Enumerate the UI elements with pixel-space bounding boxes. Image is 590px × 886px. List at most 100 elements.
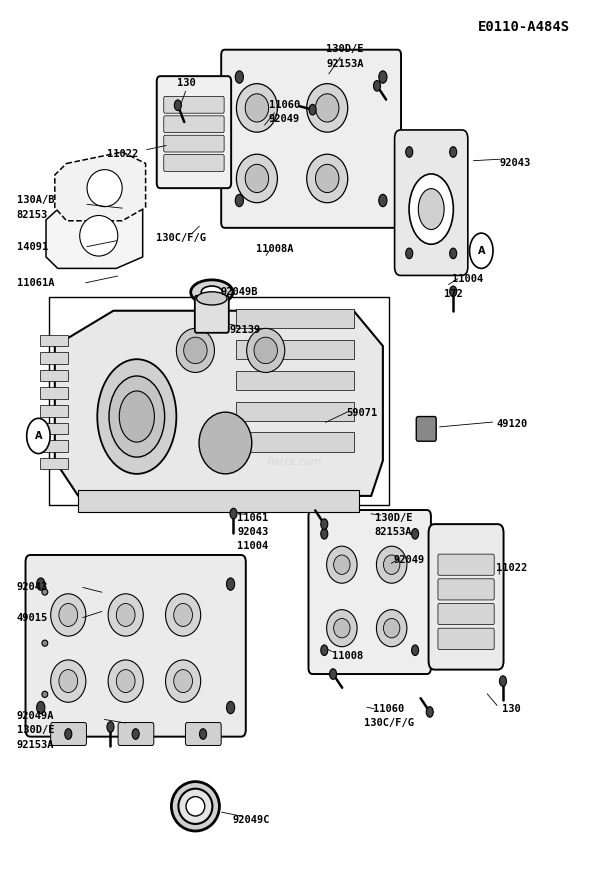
FancyBboxPatch shape [309, 510, 431, 674]
Ellipse shape [176, 329, 214, 372]
FancyBboxPatch shape [438, 603, 494, 625]
Circle shape [379, 194, 387, 206]
FancyBboxPatch shape [164, 136, 224, 152]
Ellipse shape [327, 610, 357, 647]
Text: 92049: 92049 [269, 114, 300, 124]
Polygon shape [55, 152, 146, 221]
Bar [237, 432, 353, 452]
Circle shape [426, 707, 433, 718]
Bar [40, 352, 68, 363]
Ellipse shape [116, 603, 135, 626]
Ellipse shape [245, 94, 268, 122]
Text: 130: 130 [177, 78, 196, 89]
Ellipse shape [42, 589, 48, 595]
Ellipse shape [334, 618, 350, 638]
Ellipse shape [171, 781, 219, 831]
FancyBboxPatch shape [164, 155, 224, 171]
Ellipse shape [119, 391, 155, 442]
FancyBboxPatch shape [438, 554, 494, 575]
Circle shape [406, 147, 413, 158]
Polygon shape [46, 198, 143, 268]
Bar [40, 458, 68, 470]
Ellipse shape [409, 174, 453, 245]
Bar [40, 405, 68, 416]
Circle shape [321, 529, 328, 539]
FancyBboxPatch shape [438, 628, 494, 649]
Text: 130D/E: 130D/E [375, 513, 412, 523]
Circle shape [470, 233, 493, 268]
Ellipse shape [59, 670, 78, 693]
Ellipse shape [183, 338, 207, 363]
Bar [78, 490, 359, 512]
FancyBboxPatch shape [164, 97, 224, 113]
Text: 11061A: 11061A [17, 278, 54, 288]
FancyBboxPatch shape [118, 723, 154, 745]
Text: 82153: 82153 [17, 210, 48, 220]
Ellipse shape [196, 291, 227, 305]
Circle shape [450, 248, 457, 259]
Ellipse shape [384, 555, 400, 574]
Ellipse shape [116, 670, 135, 693]
FancyBboxPatch shape [428, 525, 503, 670]
Text: 92153A: 92153A [326, 58, 363, 69]
Circle shape [27, 418, 50, 454]
Circle shape [373, 81, 381, 91]
Bar [49, 298, 389, 505]
Circle shape [330, 669, 336, 680]
Text: 82153A: 82153A [375, 527, 412, 537]
Bar [237, 370, 353, 390]
Bar [40, 423, 68, 434]
Circle shape [199, 728, 206, 739]
Text: 14091: 14091 [17, 242, 48, 253]
Circle shape [235, 194, 244, 206]
FancyBboxPatch shape [195, 296, 229, 333]
Ellipse shape [173, 603, 192, 626]
Circle shape [107, 722, 114, 732]
Circle shape [227, 702, 235, 714]
Text: 130D/E: 130D/E [17, 726, 54, 735]
FancyBboxPatch shape [157, 76, 231, 188]
Circle shape [174, 100, 181, 111]
Polygon shape [55, 311, 383, 496]
Ellipse shape [186, 797, 205, 816]
Text: A: A [35, 431, 42, 441]
Circle shape [65, 728, 72, 739]
Ellipse shape [384, 618, 400, 638]
FancyBboxPatch shape [438, 579, 494, 600]
Text: 92049B: 92049B [221, 287, 258, 297]
Ellipse shape [178, 789, 212, 824]
Text: 92153A: 92153A [17, 740, 54, 750]
Ellipse shape [80, 215, 118, 256]
Text: 130C/F/G: 130C/F/G [363, 719, 414, 728]
Bar [40, 369, 68, 381]
Text: 92049: 92049 [394, 556, 425, 565]
Text: 11022: 11022 [496, 563, 527, 573]
Ellipse shape [109, 376, 165, 457]
FancyBboxPatch shape [25, 555, 246, 736]
Ellipse shape [376, 610, 407, 647]
Text: 172: 172 [444, 289, 463, 299]
Bar [40, 440, 68, 452]
Circle shape [309, 105, 316, 115]
Ellipse shape [191, 280, 233, 305]
Text: 11008: 11008 [332, 651, 363, 662]
Circle shape [500, 676, 506, 687]
Circle shape [412, 645, 419, 656]
Circle shape [321, 645, 328, 656]
Text: 92049A: 92049A [17, 711, 54, 721]
FancyBboxPatch shape [185, 723, 221, 745]
Ellipse shape [173, 670, 192, 693]
Ellipse shape [254, 338, 277, 363]
Circle shape [230, 509, 237, 519]
Text: 92043: 92043 [499, 158, 530, 167]
Ellipse shape [108, 660, 143, 703]
Text: 92049C: 92049C [232, 815, 270, 826]
Circle shape [132, 728, 139, 739]
Text: Parts.com: Parts.com [267, 457, 323, 468]
Ellipse shape [51, 660, 86, 703]
Text: 11004: 11004 [452, 274, 483, 284]
Bar [40, 387, 68, 399]
Text: 49120: 49120 [496, 419, 527, 430]
Circle shape [450, 286, 457, 297]
Ellipse shape [59, 603, 78, 626]
